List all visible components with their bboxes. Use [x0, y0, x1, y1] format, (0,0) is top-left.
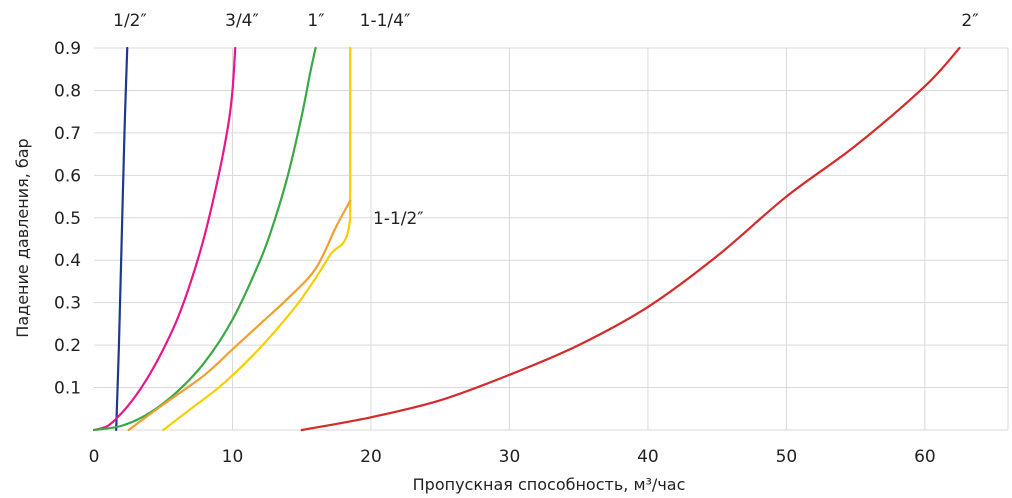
tick-labels: 0.1 0.2 0.3 0.4 0.5 0.6 0.7 0.8 0.9 0 10 20 30 40 50 60 [54, 39, 936, 467]
series-lines [92, 46, 961, 432]
grid [94, 47, 1009, 431]
y-tick-label: 0.4 [54, 251, 81, 271]
y-tick-label: 0.9 [54, 39, 81, 59]
series-line-2 [300, 46, 961, 432]
x-tick-label: 40 [637, 447, 659, 467]
x-tick-label: 0 [89, 447, 100, 467]
x-tick-label: 10 [222, 447, 244, 467]
series-line-1 [92, 46, 317, 432]
series-line-1-1-4 [162, 46, 352, 432]
x-tick-label: 60 [914, 447, 936, 467]
y-tick-label: 0.3 [54, 294, 81, 314]
series-labels: 1/2″ 3/4″ 1″ 1-1/4″ 1-1/2″ 2″ [113, 11, 978, 229]
y-tick-label: 0.2 [54, 336, 81, 356]
y-axis-title: Падение давления, бар [13, 138, 32, 337]
series-label-2: 2″ [961, 11, 978, 31]
y-tick-label: 0.8 [54, 81, 81, 101]
x-tick-label: 50 [776, 447, 798, 467]
y-tick-label: 0.6 [54, 166, 81, 186]
series-line-3-4 [92, 46, 237, 432]
y-tick-label: 0.7 [54, 124, 81, 144]
x-tick-label: 30 [499, 447, 521, 467]
y-tick-label: 0.5 [54, 209, 81, 229]
series-label-1-1-4: 1-1/4″ [360, 11, 411, 31]
x-axis-title: Пропускная способность, м³/час [413, 475, 686, 494]
series-label-1-2: 1/2″ [113, 11, 147, 31]
series-line-1-1-2 [127, 199, 352, 432]
series-label-3-4: 3/4″ [225, 11, 259, 31]
y-tick-label: 0.1 [54, 379, 81, 399]
x-tick-label: 20 [360, 447, 382, 467]
series-label-1: 1″ [307, 11, 324, 31]
series-line-1-2 [115, 46, 129, 432]
series-label-1-1-2: 1-1/2″ [373, 209, 424, 229]
